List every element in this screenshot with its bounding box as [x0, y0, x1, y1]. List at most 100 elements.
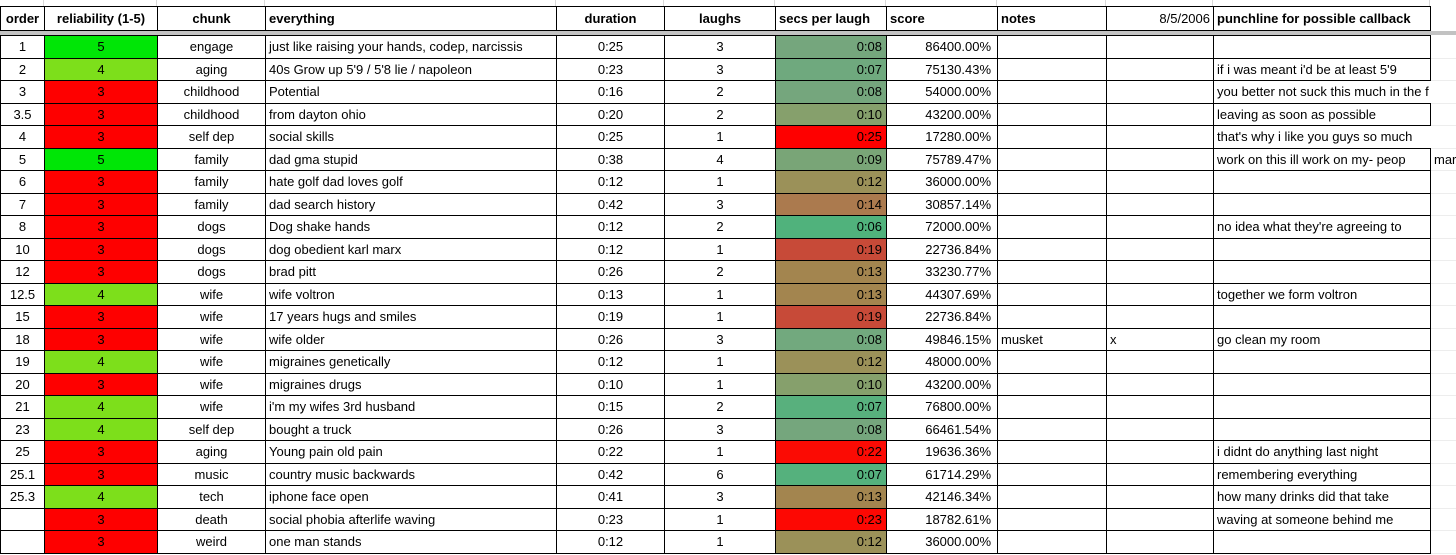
header-secs-per-laugh[interactable]: secs per laugh — [775, 6, 887, 31]
cell-score[interactable]: 36000.00% — [886, 170, 998, 194]
cell-duration[interactable]: 0:16 — [556, 80, 665, 104]
cell-notes[interactable] — [997, 215, 1107, 239]
cell-score[interactable]: 61714.29% — [886, 462, 998, 486]
cell-date-col[interactable] — [1106, 192, 1214, 216]
cell-outer[interactable] — [1430, 373, 1456, 396]
cell-chunk[interactable]: engage — [157, 35, 266, 59]
cell-everything[interactable]: social skills — [265, 125, 557, 149]
cell-secs-per-laugh[interactable]: 0:08 — [775, 417, 887, 441]
cell-outer[interactable] — [1430, 80, 1456, 104]
cell-duration[interactable]: 0:13 — [556, 282, 665, 306]
cell-punchline[interactable]: that's why i like you guys so much — [1213, 125, 1431, 149]
cell-outer[interactable] — [1430, 485, 1456, 509]
cell-laughs[interactable]: 1 — [664, 372, 776, 396]
cell-reliability[interactable]: 5 — [44, 35, 158, 59]
cell-duration[interactable]: 0:42 — [556, 462, 665, 486]
cell-everything[interactable]: migraines genetically — [265, 350, 557, 374]
cell-laughs[interactable]: 3 — [664, 192, 776, 216]
cell-laughs[interactable]: 3 — [664, 417, 776, 441]
cell-reliability[interactable]: 3 — [44, 80, 158, 104]
cell-chunk[interactable]: family — [157, 192, 266, 216]
cell-order[interactable]: 23 — [0, 417, 45, 441]
cell-duration[interactable]: 0:25 — [556, 35, 665, 59]
cell-notes[interactable] — [997, 35, 1107, 59]
cell-order[interactable]: 1 — [0, 35, 45, 59]
cell-outer[interactable] — [1430, 440, 1456, 464]
cell-notes[interactable] — [997, 305, 1107, 329]
cell-duration[interactable]: 0:23 — [556, 507, 665, 531]
cell-reliability[interactable]: 3 — [44, 125, 158, 149]
cell-duration[interactable]: 0:12 — [556, 237, 665, 261]
cell-date-col[interactable] — [1106, 237, 1214, 261]
cell-order[interactable]: 25 — [0, 440, 45, 464]
cell-everything[interactable]: dog obedient karl marx — [265, 237, 557, 261]
cell-secs-per-laugh[interactable]: 0:10 — [775, 102, 887, 126]
cell-punchline[interactable] — [1213, 237, 1431, 261]
cell-duration[interactable]: 0:26 — [556, 327, 665, 351]
cell-punchline[interactable]: if i was meant i'd be at least 5'9 — [1213, 57, 1431, 81]
cell-outer[interactable] — [1430, 260, 1456, 284]
cell-duration[interactable]: 0:12 — [556, 350, 665, 374]
cell-order[interactable]: 21 — [0, 395, 45, 419]
cell-secs-per-laugh[interactable]: 0:12 — [775, 170, 887, 194]
cell-order[interactable]: 19 — [0, 350, 45, 374]
cell-everything[interactable]: dad search history — [265, 192, 557, 216]
cell-chunk[interactable]: aging — [157, 440, 266, 464]
cell-order[interactable]: 12 — [0, 260, 45, 284]
cell-notes[interactable] — [997, 530, 1107, 554]
cell-everything[interactable]: just like raising your hands, codep, nar… — [265, 35, 557, 59]
cell-order[interactable]: 7 — [0, 192, 45, 216]
cell-score[interactable]: 30857.14% — [886, 192, 998, 216]
cell-laughs[interactable]: 1 — [664, 507, 776, 531]
cell-duration[interactable]: 0:12 — [556, 170, 665, 194]
cell-chunk[interactable]: wife — [157, 305, 266, 329]
cell-chunk[interactable]: family — [157, 147, 266, 171]
cell-reliability[interactable]: 3 — [44, 530, 158, 554]
cell-laughs[interactable]: 1 — [664, 282, 776, 306]
cell-laughs[interactable]: 2 — [664, 215, 776, 239]
cell-score[interactable]: 75130.43% — [886, 57, 998, 81]
cell-secs-per-laugh[interactable]: 0:07 — [775, 57, 887, 81]
cell-laughs[interactable]: 2 — [664, 80, 776, 104]
cell-duration[interactable]: 0:19 — [556, 305, 665, 329]
cell-punchline[interactable]: no idea what they're agreeing to — [1213, 215, 1431, 239]
cell-outer[interactable] — [1430, 35, 1456, 59]
cell-secs-per-laugh[interactable]: 0:09 — [775, 147, 887, 171]
header-chunk[interactable]: chunk — [157, 6, 266, 31]
cell-secs-per-laugh[interactable]: 0:07 — [775, 462, 887, 486]
cell-chunk[interactable]: family — [157, 170, 266, 194]
cell-order[interactable]: 25.3 — [0, 485, 45, 509]
cell-duration[interactable]: 0:25 — [556, 125, 665, 149]
cell-reliability[interactable]: 3 — [44, 372, 158, 396]
cell-duration[interactable]: 0:10 — [556, 372, 665, 396]
cell-date-col[interactable] — [1106, 260, 1214, 284]
cell-notes[interactable] — [997, 485, 1107, 509]
header-order[interactable]: order — [0, 6, 45, 31]
cell-chunk[interactable]: wife — [157, 372, 266, 396]
cell-punchline[interactable] — [1213, 305, 1431, 329]
cell-secs-per-laugh[interactable]: 0:23 — [775, 507, 887, 531]
header-punchline[interactable]: punchline for possible callback — [1213, 6, 1431, 31]
cell-everything[interactable]: from dayton ohio — [265, 102, 557, 126]
cell-notes[interactable] — [997, 57, 1107, 81]
cell-reliability[interactable]: 3 — [44, 440, 158, 464]
cell-secs-per-laugh[interactable]: 0:07 — [775, 395, 887, 419]
cell-chunk[interactable]: music — [157, 462, 266, 486]
cell-order[interactable]: 2 — [0, 57, 45, 81]
cell-everything[interactable]: 17 years hugs and smiles — [265, 305, 557, 329]
cell-duration[interactable]: 0:12 — [556, 530, 665, 554]
cell-score[interactable]: 44307.69% — [886, 282, 998, 306]
cell-laughs[interactable]: 3 — [664, 327, 776, 351]
cell-score[interactable]: 43200.00% — [886, 102, 998, 126]
cell-everything[interactable]: dad gma stupid — [265, 147, 557, 171]
cell-secs-per-laugh[interactable]: 0:12 — [775, 350, 887, 374]
cell-laughs[interactable]: 1 — [664, 440, 776, 464]
cell-secs-per-laugh[interactable]: 0:14 — [775, 192, 887, 216]
cell-reliability[interactable]: 3 — [44, 237, 158, 261]
cell-duration[interactable]: 0:38 — [556, 147, 665, 171]
cell-notes[interactable] — [997, 237, 1107, 261]
cell-outer[interactable] — [1430, 103, 1456, 126]
cell-date-col[interactable] — [1106, 350, 1214, 374]
cell-score[interactable]: 22736.84% — [886, 305, 998, 329]
header-date[interactable]: 8/5/2006 — [1106, 6, 1214, 31]
